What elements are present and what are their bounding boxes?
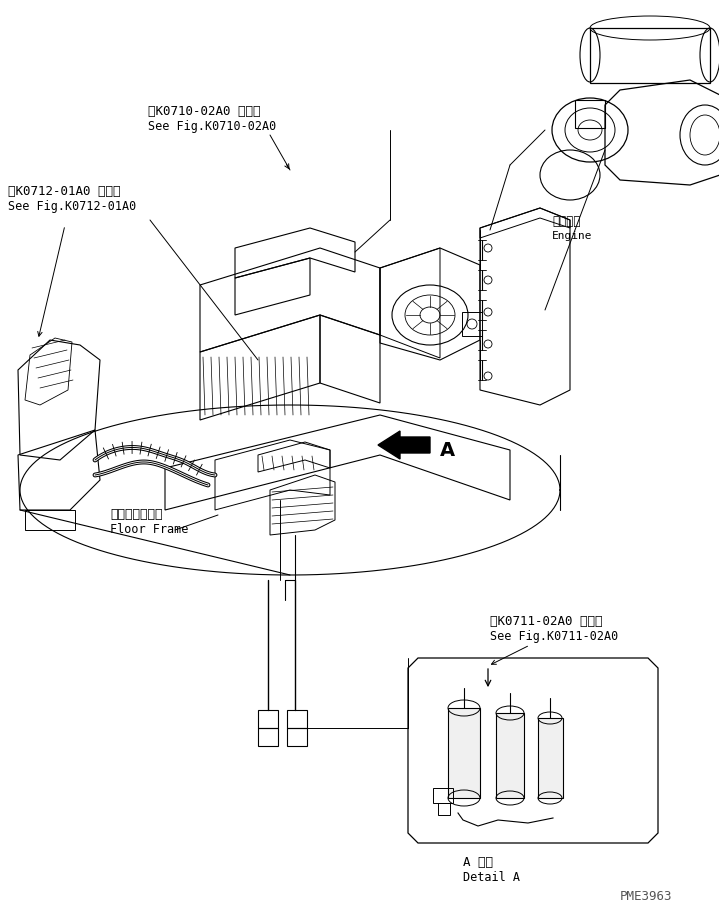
Text: Detail A: Detail A (463, 871, 520, 884)
Text: エンジン: エンジン (552, 215, 580, 228)
Bar (433, 788, 453, 803)
Text: A 詳細: A 詳細 (463, 856, 493, 869)
Text: PME3963: PME3963 (620, 890, 672, 903)
Bar (258, 710, 278, 728)
Text: 第K0712-01A0 図参照: 第K0712-01A0 図参照 (8, 185, 121, 198)
Bar (462, 312, 482, 336)
Text: 第K0711-02A0 図参照: 第K0711-02A0 図参照 (490, 615, 603, 628)
Text: A: A (440, 441, 455, 460)
Text: Floor Frame: Floor Frame (110, 523, 188, 536)
Text: See Fig.K0712-01A0: See Fig.K0712-01A0 (8, 200, 136, 213)
Bar (538, 718, 563, 798)
Text: フロアフレーム: フロアフレーム (110, 508, 162, 521)
FancyArrow shape (378, 431, 430, 459)
Text: 第K0710-02A0 図参照: 第K0710-02A0 図参照 (148, 105, 260, 118)
Text: Engine: Engine (552, 231, 592, 241)
Bar (496, 713, 524, 798)
Bar (258, 728, 278, 746)
Bar (448, 708, 480, 798)
Bar (438, 803, 450, 815)
Bar (590, 28, 710, 83)
Text: See Fig.K0711-02A0: See Fig.K0711-02A0 (490, 630, 618, 643)
Bar (287, 728, 307, 746)
Text: See Fig.K0710-02A0: See Fig.K0710-02A0 (148, 120, 276, 133)
Bar (287, 710, 307, 728)
Bar (575, 100, 605, 128)
